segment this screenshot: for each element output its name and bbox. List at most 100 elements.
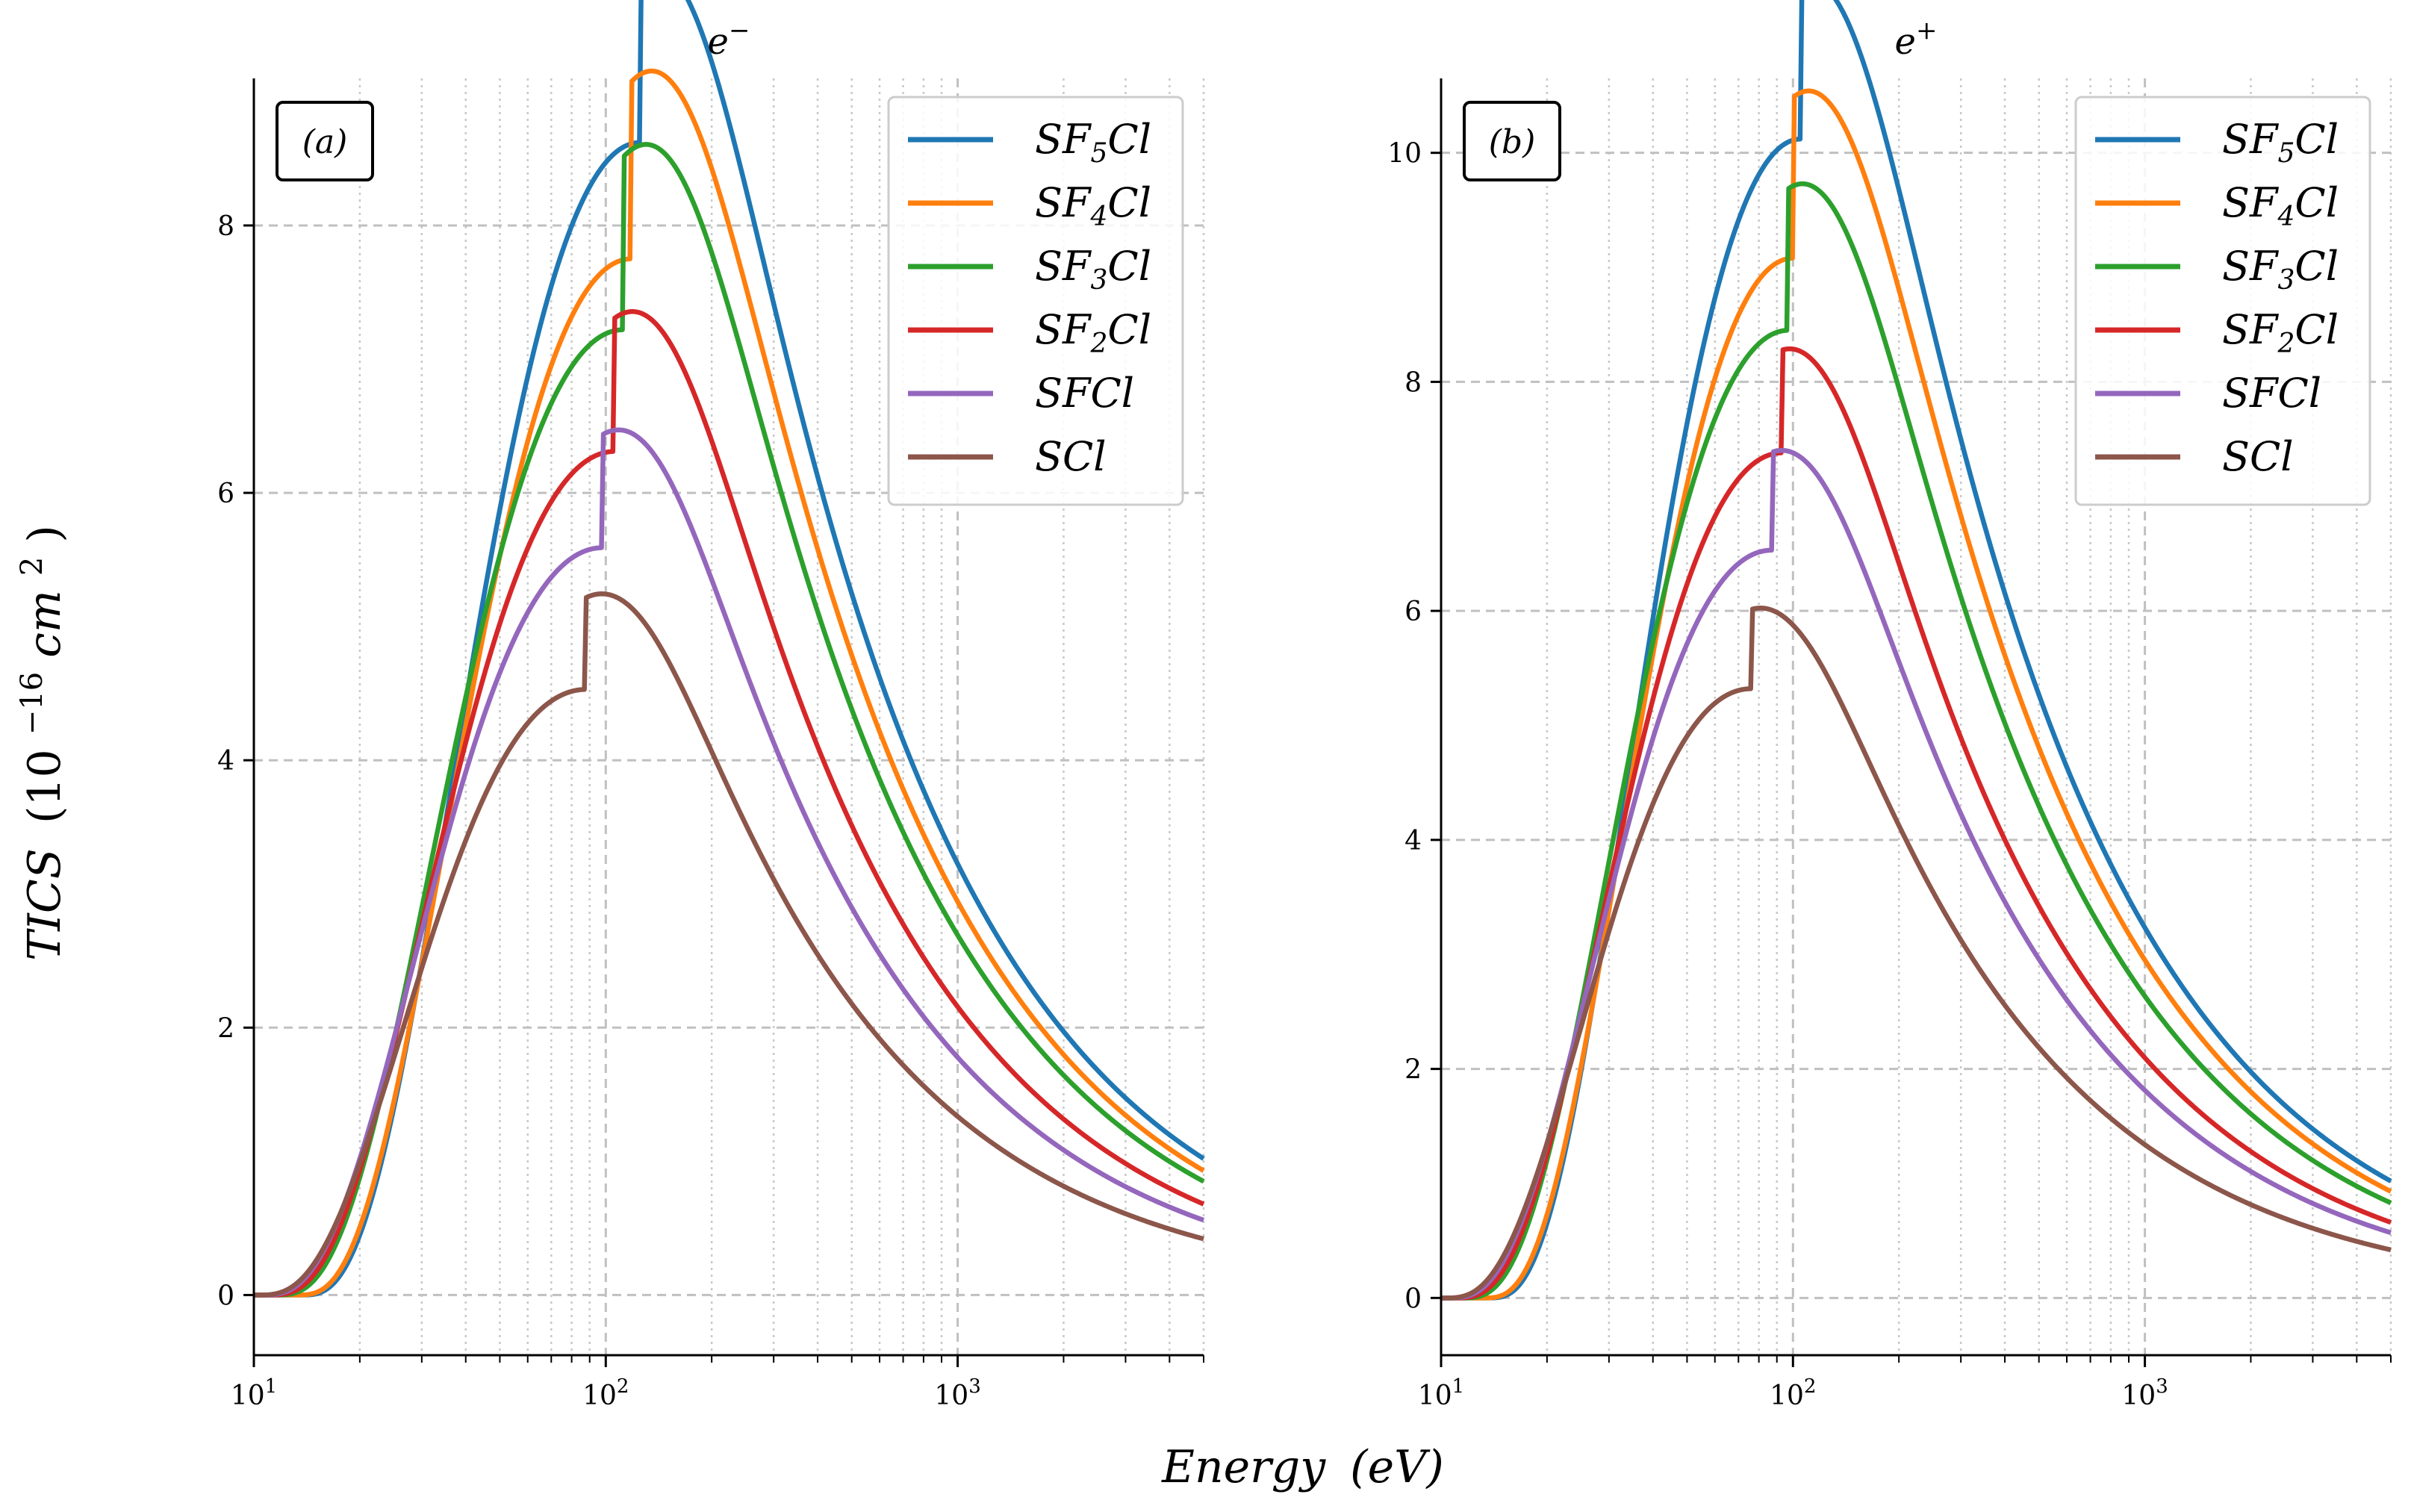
y-tick-label: 2 xyxy=(1404,1055,1422,1086)
legend-entry-sub: 2 xyxy=(2277,329,2295,359)
legend-entry-tail: Cl xyxy=(2295,179,2339,226)
x-tick-label-exp: 3 xyxy=(2156,1375,2168,1398)
x-axis-label: Energy (eV) xyxy=(1161,1441,1444,1493)
x-tick-label-base: 10 xyxy=(1770,1381,1804,1411)
y-tick-label: 6 xyxy=(217,479,234,509)
y-tick-label: 0 xyxy=(1404,1284,1422,1314)
y-tick-label: 8 xyxy=(217,211,234,242)
x-tick-label: 102 xyxy=(1770,1375,1816,1411)
x-tick-label-exp: 3 xyxy=(968,1375,981,1398)
series-line-SCl xyxy=(253,591,1204,1298)
series-line-SFCl xyxy=(253,427,1205,1298)
legend-entry-SFCl: SFCl xyxy=(2222,370,2321,417)
legend-entry-SF2Cl: SF2Cl xyxy=(2222,306,2339,359)
y-axis-label-unit-mid: cm xyxy=(19,590,71,658)
x-tick-label: 101 xyxy=(231,1375,277,1411)
legend-entry-sub: 2 xyxy=(1089,329,1107,359)
panel-title: e+ xyxy=(1895,16,1938,63)
legend-entry-SF5Cl: SF5Cl xyxy=(1035,116,1151,169)
panel-label: (b) xyxy=(1489,123,1536,161)
legend-entry-base: SF xyxy=(2222,179,2280,226)
legend-entry-tail: Cl xyxy=(2295,243,2339,290)
y-axis-label-main: TICS xyxy=(19,848,71,961)
y-axis-label-unit-pre: (10 xyxy=(19,749,71,824)
panel-label-box xyxy=(276,101,374,181)
panel-title-base: e xyxy=(1895,21,1916,63)
legend-entry-SF3Cl: SF3Cl xyxy=(1035,243,1151,296)
legend-entry-tail: Cl xyxy=(2295,306,2339,353)
legend-entry-sub: 5 xyxy=(2277,138,2295,169)
legend-box xyxy=(2074,96,2371,506)
x-tick-label-exp: 1 xyxy=(265,1375,278,1398)
legend-entry-base: SF xyxy=(1035,243,1092,290)
legend-entry-sub: 3 xyxy=(1090,265,1107,296)
series-line-SCl xyxy=(1440,606,2392,1301)
x-tick-label-exp: 2 xyxy=(617,1375,629,1398)
series-line-SF4Cl xyxy=(253,68,1205,1298)
legend-entry-base: SF xyxy=(2222,243,2280,290)
x-tick-label: 102 xyxy=(582,1375,629,1411)
y-axis-label: TICS (10 −16 cm 2 ) xyxy=(1,525,71,961)
panel-title: e− xyxy=(708,16,750,63)
legend-entry-sub: 4 xyxy=(1089,202,1107,232)
x-tick-label: 103 xyxy=(934,1375,980,1411)
legend-entry-SCl: SCl xyxy=(2222,433,2294,480)
y-axis-label-unit-exp2: 2 xyxy=(15,557,49,576)
legend-entry-tail: Cl xyxy=(1107,243,1151,290)
y-axis-label-unit-post: ) xyxy=(19,525,71,542)
x-tick-label-exp: 2 xyxy=(1804,1375,1817,1398)
x-tick-label-base: 10 xyxy=(934,1381,968,1411)
legend-entry-base: SF xyxy=(1035,116,1092,163)
x-tick-label-base: 10 xyxy=(231,1381,265,1411)
legend-entry-base: SF xyxy=(1035,179,1092,226)
legend-entry-base: SF xyxy=(2222,306,2280,353)
panel-title-sup: + xyxy=(1916,16,1938,46)
legend-entry-SF4Cl: SF4Cl xyxy=(1035,179,1151,232)
x-axis-label-unit: (eV) xyxy=(1350,1441,1444,1493)
legend-entry-base: SFCl xyxy=(1035,370,1134,417)
legend-entry-SF4Cl: SF4Cl xyxy=(2222,179,2339,232)
y-tick-label: 10 xyxy=(1387,139,1422,169)
legend-entry-tail: Cl xyxy=(1107,306,1151,353)
legend-entry-base: SF xyxy=(1035,306,1092,353)
legend-box xyxy=(887,96,1184,506)
x-tick-label-exp: 1 xyxy=(1452,1375,1465,1398)
series-line-SF3Cl xyxy=(253,142,1205,1298)
legend-entry-sub: 3 xyxy=(2277,265,2295,296)
x-tick-label-base: 10 xyxy=(2121,1381,2156,1411)
x-tick-label-base: 10 xyxy=(1418,1381,1452,1411)
legend-entry-base: SCl xyxy=(1035,433,1107,480)
y-tick-label: 2 xyxy=(217,1013,234,1044)
legend-entry-tail: Cl xyxy=(1107,116,1151,163)
y-axis-label-unit-exp: −16 xyxy=(15,672,49,735)
x-axis-label-main: Energy xyxy=(1161,1441,1326,1493)
legend-entry-sub: 4 xyxy=(2277,202,2295,232)
legend-entry-tail: Cl xyxy=(1107,179,1151,226)
y-tick-label: 8 xyxy=(1404,367,1422,398)
panel-title-sup: − xyxy=(729,16,750,46)
legend-entry-base: SFCl xyxy=(2222,370,2321,417)
legend-entry-tail: Cl xyxy=(2295,116,2339,163)
legend-entry-sub: 5 xyxy=(1090,138,1107,169)
x-tick-label: 101 xyxy=(1418,1375,1464,1411)
legend-entry-base: SF xyxy=(2222,116,2280,163)
panel-label: (a) xyxy=(302,123,348,161)
legend-entry-SF5Cl: SF5Cl xyxy=(2222,116,2339,169)
panel-title-base: e xyxy=(708,21,729,63)
series-line-SFCl xyxy=(1440,447,2392,1301)
x-tick-label-base: 10 xyxy=(582,1381,617,1411)
series-line-SF3Cl xyxy=(1440,181,2392,1301)
legend-entry-SF2Cl: SF2Cl xyxy=(1035,306,1151,359)
y-tick-label: 4 xyxy=(1404,826,1422,856)
y-tick-label: 0 xyxy=(217,1281,234,1311)
legend-entry-SCl: SCl xyxy=(1035,433,1107,480)
y-tick-label: 4 xyxy=(217,746,234,777)
panel-label-box xyxy=(1463,101,1561,181)
legend-entry-base: SCl xyxy=(2222,433,2294,480)
y-tick-label: 6 xyxy=(1404,597,1422,627)
x-tick-label: 103 xyxy=(2121,1375,2168,1411)
legend-entry-SFCl: SFCl xyxy=(1035,370,1134,417)
